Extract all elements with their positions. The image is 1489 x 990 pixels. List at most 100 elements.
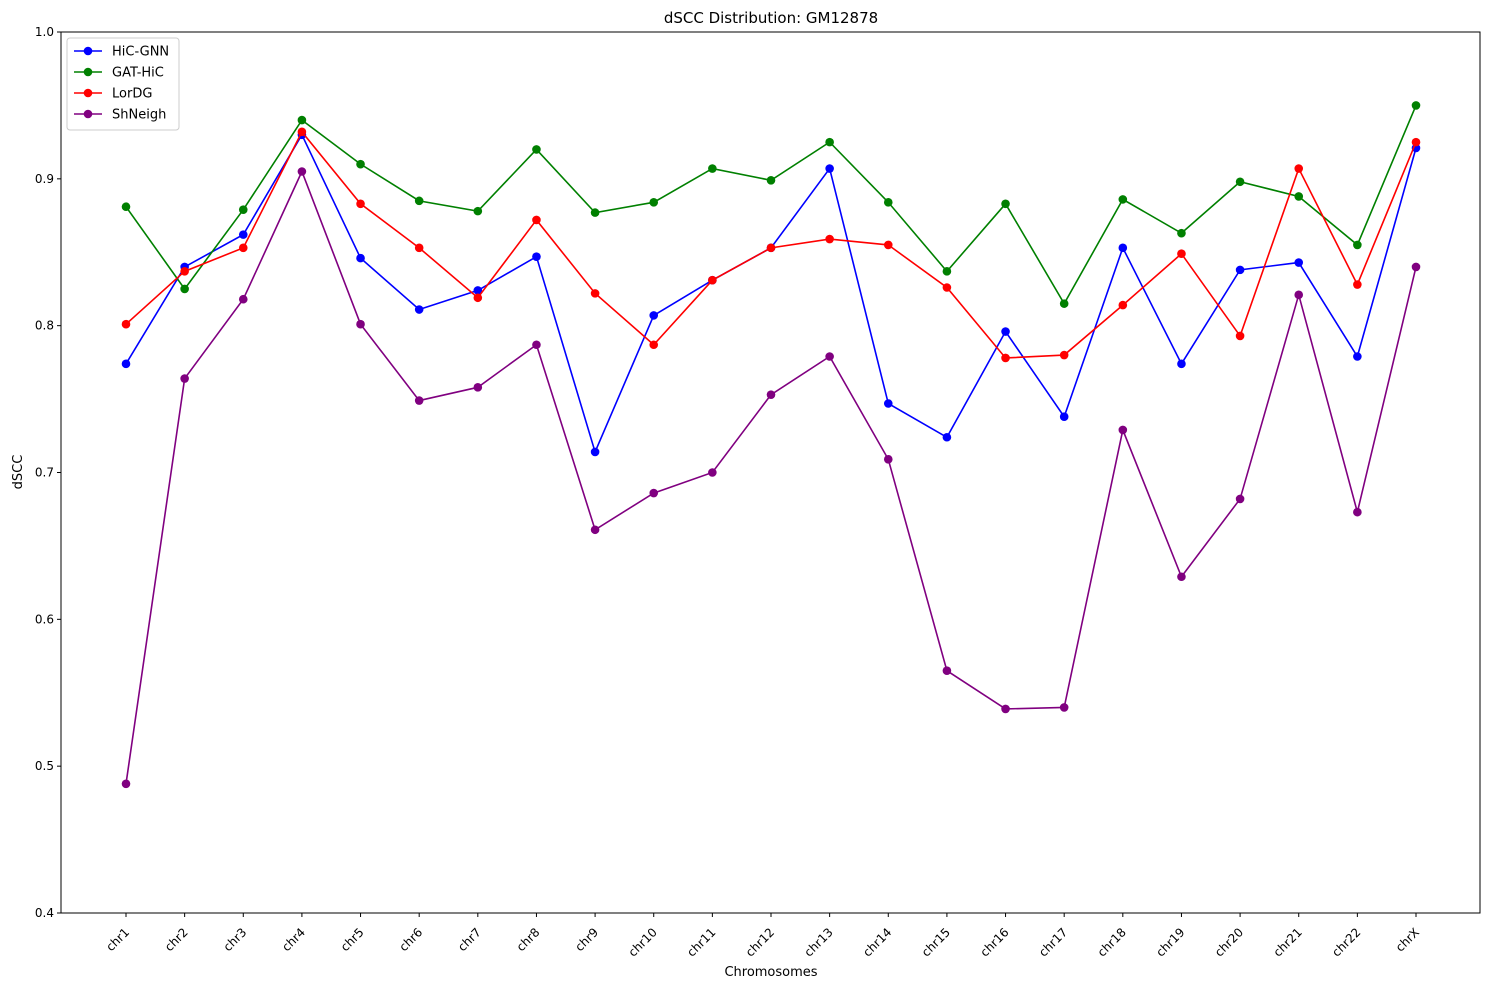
data-point-gat-hic xyxy=(180,284,189,294)
legend-swatch-marker xyxy=(83,109,93,119)
x-axis-label: Chromosomes xyxy=(724,965,817,980)
series-line-gat-hic xyxy=(125,105,1417,306)
data-point-lordg xyxy=(1118,300,1128,310)
data-point-gat-hic xyxy=(1411,101,1421,110)
data-point-shneigh xyxy=(1059,703,1069,712)
data-point-shneigh xyxy=(766,390,776,399)
x-tick-label: chr14 xyxy=(860,925,894,959)
legend-label: HiC-GNN xyxy=(112,45,169,60)
y-axis: 0.4 0.5 0.6 0.7 0.8 0.9 1.0 xyxy=(35,25,61,920)
data-point-hic-gnn xyxy=(942,432,952,442)
data-point-shneigh xyxy=(590,525,600,535)
data-point-gat-hic xyxy=(532,145,541,154)
data-point-hic-gnn xyxy=(121,359,131,369)
y-tick-label: 0.4 xyxy=(35,906,54,920)
data-point-gat-hic xyxy=(708,164,717,173)
series-lordg xyxy=(121,127,1421,363)
data-point-shneigh xyxy=(414,396,424,405)
data-point-lordg xyxy=(121,319,131,329)
y-tick-label: 0.8 xyxy=(35,319,54,333)
x-tick-label: chr19 xyxy=(1153,925,1187,959)
legend-swatch-marker xyxy=(83,67,93,77)
y-tick-label: 0.9 xyxy=(35,172,54,186)
data-point-lordg xyxy=(1353,280,1362,289)
x-tick-label: chrX xyxy=(1393,925,1422,954)
data-point-hic-gnn xyxy=(590,447,600,457)
data-point-hic-gnn xyxy=(1235,265,1245,275)
data-point-hic-gnn xyxy=(356,253,365,263)
data-point-gat-hic xyxy=(1294,192,1304,201)
y-axis-label: dSCC xyxy=(11,455,26,490)
data-point-lordg xyxy=(414,243,424,253)
x-tick-label: chr13 xyxy=(802,925,836,959)
series-line-shneigh xyxy=(125,169,1417,784)
data-point-shneigh xyxy=(708,468,717,477)
data-point-shneigh xyxy=(942,666,952,676)
data-point-hic-gnn xyxy=(883,399,893,408)
legend: HiC-GNN GAT-HiC LorDG ShNeigh xyxy=(66,37,180,131)
data-point-lordg xyxy=(649,340,659,350)
data-point-gat-hic xyxy=(1118,195,1128,204)
data-point-shneigh xyxy=(297,167,307,176)
data-point-lordg xyxy=(356,199,365,209)
data-point-gat-hic xyxy=(883,198,893,207)
data-point-lordg xyxy=(766,243,776,253)
x-tick-label: chr12 xyxy=(743,925,777,959)
data-point-shneigh xyxy=(1353,507,1362,517)
data-point-lordg xyxy=(1001,353,1010,363)
data-point-lordg xyxy=(1411,137,1421,147)
x-tick-label: chr21 xyxy=(1271,925,1305,959)
data-point-hic-gnn xyxy=(1177,359,1186,369)
data-point-gat-hic xyxy=(414,196,424,206)
data-point-lordg xyxy=(238,243,248,253)
x-tick-label: chr9 xyxy=(572,925,601,954)
data-point-lordg xyxy=(708,275,717,285)
legend-label: GAT-HiC xyxy=(112,66,164,81)
data-point-shneigh xyxy=(883,454,893,464)
x-tick-label: chr8 xyxy=(514,925,543,954)
legend-item: HiC-GNN xyxy=(74,45,169,60)
x-tick-label: chr11 xyxy=(684,925,718,959)
data-point-gat-hic xyxy=(1177,228,1186,238)
data-point-shneigh xyxy=(825,352,834,361)
data-point-shneigh xyxy=(1001,704,1010,714)
x-tick-label: chr15 xyxy=(919,925,953,959)
x-tick-label: chr17 xyxy=(1036,925,1070,959)
data-point-lordg xyxy=(1235,331,1245,341)
legend-box xyxy=(66,37,180,131)
series-layer xyxy=(121,101,1421,789)
data-point-shneigh xyxy=(1118,425,1128,435)
x-axis: chr1 chr2 chr3 chr4 chr5 chr6 chr7 chr8 chr9 chr1… xyxy=(103,913,1422,959)
x-tick-label: chr7 xyxy=(455,925,484,954)
data-point-lordg xyxy=(1059,350,1069,360)
x-tick-label: chr4 xyxy=(279,925,308,954)
legend-item: GAT-HiC xyxy=(74,66,164,81)
y-tick-label: 1.0 xyxy=(35,25,54,39)
data-point-hic-gnn xyxy=(1353,352,1362,361)
data-point-lordg xyxy=(1177,249,1186,259)
legend-item: ShNeigh xyxy=(74,108,166,123)
data-point-hic-gnn xyxy=(238,230,248,239)
data-point-lordg xyxy=(942,283,952,292)
x-tick-label: chr22 xyxy=(1329,925,1363,959)
x-tick-label: chr6 xyxy=(396,925,425,954)
data-point-gat-hic xyxy=(238,205,248,214)
data-point-lordg xyxy=(590,289,600,298)
data-point-gat-hic xyxy=(473,206,483,216)
data-point-hic-gnn xyxy=(1118,243,1128,253)
data-point-lordg xyxy=(1294,164,1304,173)
data-point-shneigh xyxy=(473,383,483,392)
data-point-hic-gnn xyxy=(1294,258,1304,267)
y-tick-label: 0.7 xyxy=(35,466,54,480)
x-tick-label: chr2 xyxy=(162,925,191,954)
data-point-lordg xyxy=(883,240,893,250)
data-point-shneigh xyxy=(180,374,189,383)
data-point-gat-hic xyxy=(1059,299,1069,308)
data-point-hic-gnn xyxy=(473,286,483,295)
data-point-shneigh xyxy=(649,488,659,498)
y-tick-label: 0.6 xyxy=(35,612,54,626)
legend-item: LorDG xyxy=(74,87,152,102)
data-point-shneigh xyxy=(1235,494,1245,504)
data-point-hic-gnn xyxy=(825,164,834,173)
x-tick-label: chr1 xyxy=(103,925,132,954)
